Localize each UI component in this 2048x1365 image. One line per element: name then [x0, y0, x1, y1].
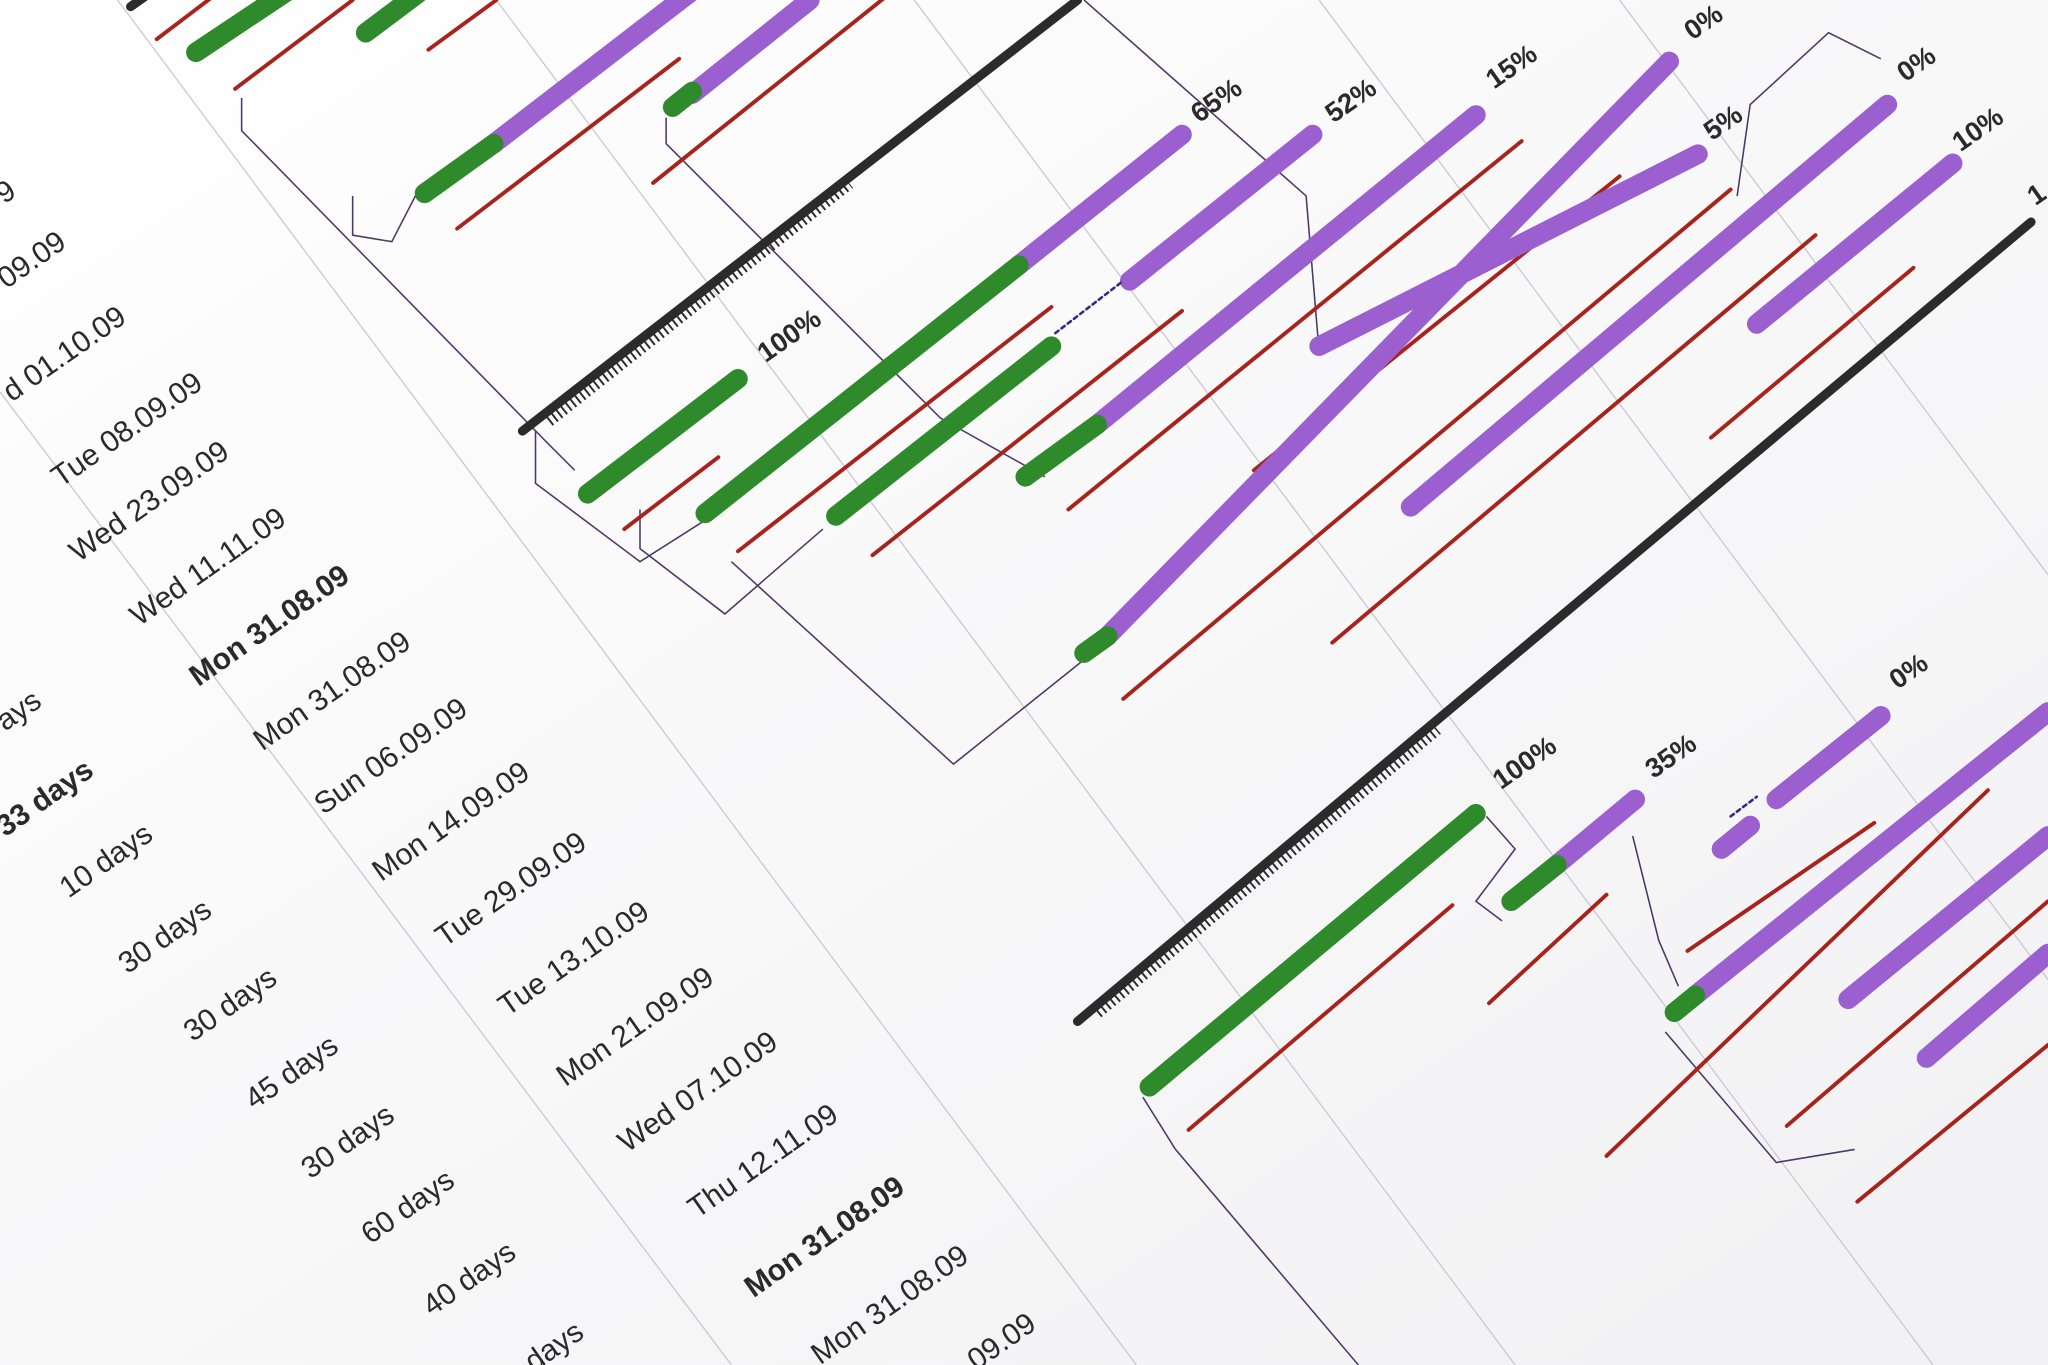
task-bar-remaining — [1097, 51, 1680, 646]
baseline-bar — [622, 455, 721, 531]
baseline-bar — [1487, 892, 1609, 1006]
summary-ticks — [544, 177, 854, 426]
baseline-bar — [233, 0, 355, 91]
task-bar-remaining — [1838, 826, 2048, 1010]
summary-bar — [1072, 217, 2036, 1027]
baseline-bar — [1330, 233, 1818, 645]
task-bar-remaining — [1008, 124, 1192, 275]
task-bar-complete — [1501, 854, 1567, 912]
baseline-bar — [1066, 139, 1524, 512]
task-bar-complete — [577, 369, 748, 504]
task-bar-remaining — [1309, 144, 1708, 356]
baseline-bar — [1121, 187, 1733, 701]
task-bar-complete — [355, 0, 426, 43]
task-bar-complete — [1074, 626, 1118, 663]
baseline-bar — [1685, 820, 1877, 953]
baseline-bar — [1186, 903, 1455, 1132]
baseline-bar — [1604, 788, 1990, 1158]
split-link — [1729, 795, 1759, 818]
task-bar-remaining — [1119, 124, 1323, 291]
task-bar-remaining — [1711, 815, 1760, 859]
task-bar-remaining — [483, 0, 697, 154]
split-link — [1054, 279, 1125, 335]
task-bar-remaining — [1547, 789, 1646, 875]
task-bar-complete — [186, 0, 293, 63]
task-bar-complete — [826, 336, 1062, 526]
baseline-bar — [1784, 899, 2048, 1128]
task-bar-complete — [1664, 985, 1706, 1023]
task-bar-remaining — [1916, 943, 2048, 1068]
task-bar-remaining — [682, 0, 820, 104]
task-bar-complete — [1015, 414, 1107, 487]
baseline-bar — [870, 308, 1184, 558]
summary-bar — [126, 0, 148, 12]
task-bar-remaining — [1746, 153, 1963, 334]
task-bar-remaining — [1685, 702, 2048, 1006]
baseline-bar — [455, 56, 682, 231]
task-bar-remaining — [1766, 706, 1891, 810]
task-bar-remaining — [1087, 105, 1486, 435]
task-bar-complete — [1139, 803, 1486, 1097]
baseline-bar — [1855, 1042, 2048, 1204]
baseline-bar — [426, 0, 499, 52]
task-bar-complete — [662, 81, 703, 117]
task-bar-complete — [695, 255, 1029, 524]
baseline-bar — [735, 305, 1054, 554]
baseline-bar — [154, 0, 212, 42]
task-bar-remaining — [1400, 94, 1898, 517]
baseline-bar — [1709, 265, 1916, 440]
task-bar-complete — [414, 133, 504, 204]
baseline-bar — [651, 0, 885, 185]
dependency-links — [240, 0, 1882, 1365]
gantt-bars — [126, 0, 2048, 1204]
